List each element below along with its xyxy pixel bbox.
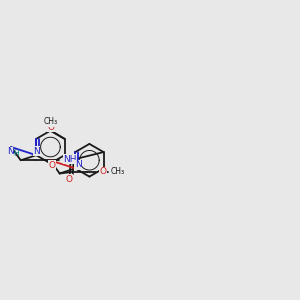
Text: O: O: [99, 167, 106, 176]
Text: O: O: [65, 175, 72, 184]
Text: N: N: [33, 146, 40, 155]
Text: CH₃: CH₃: [111, 167, 125, 176]
Text: CH₃: CH₃: [44, 118, 58, 127]
Text: NH: NH: [63, 154, 76, 164]
Text: N: N: [7, 147, 14, 156]
Text: O: O: [47, 122, 54, 131]
Text: H: H: [13, 149, 19, 158]
Text: O: O: [49, 160, 56, 169]
Text: N: N: [75, 160, 82, 169]
